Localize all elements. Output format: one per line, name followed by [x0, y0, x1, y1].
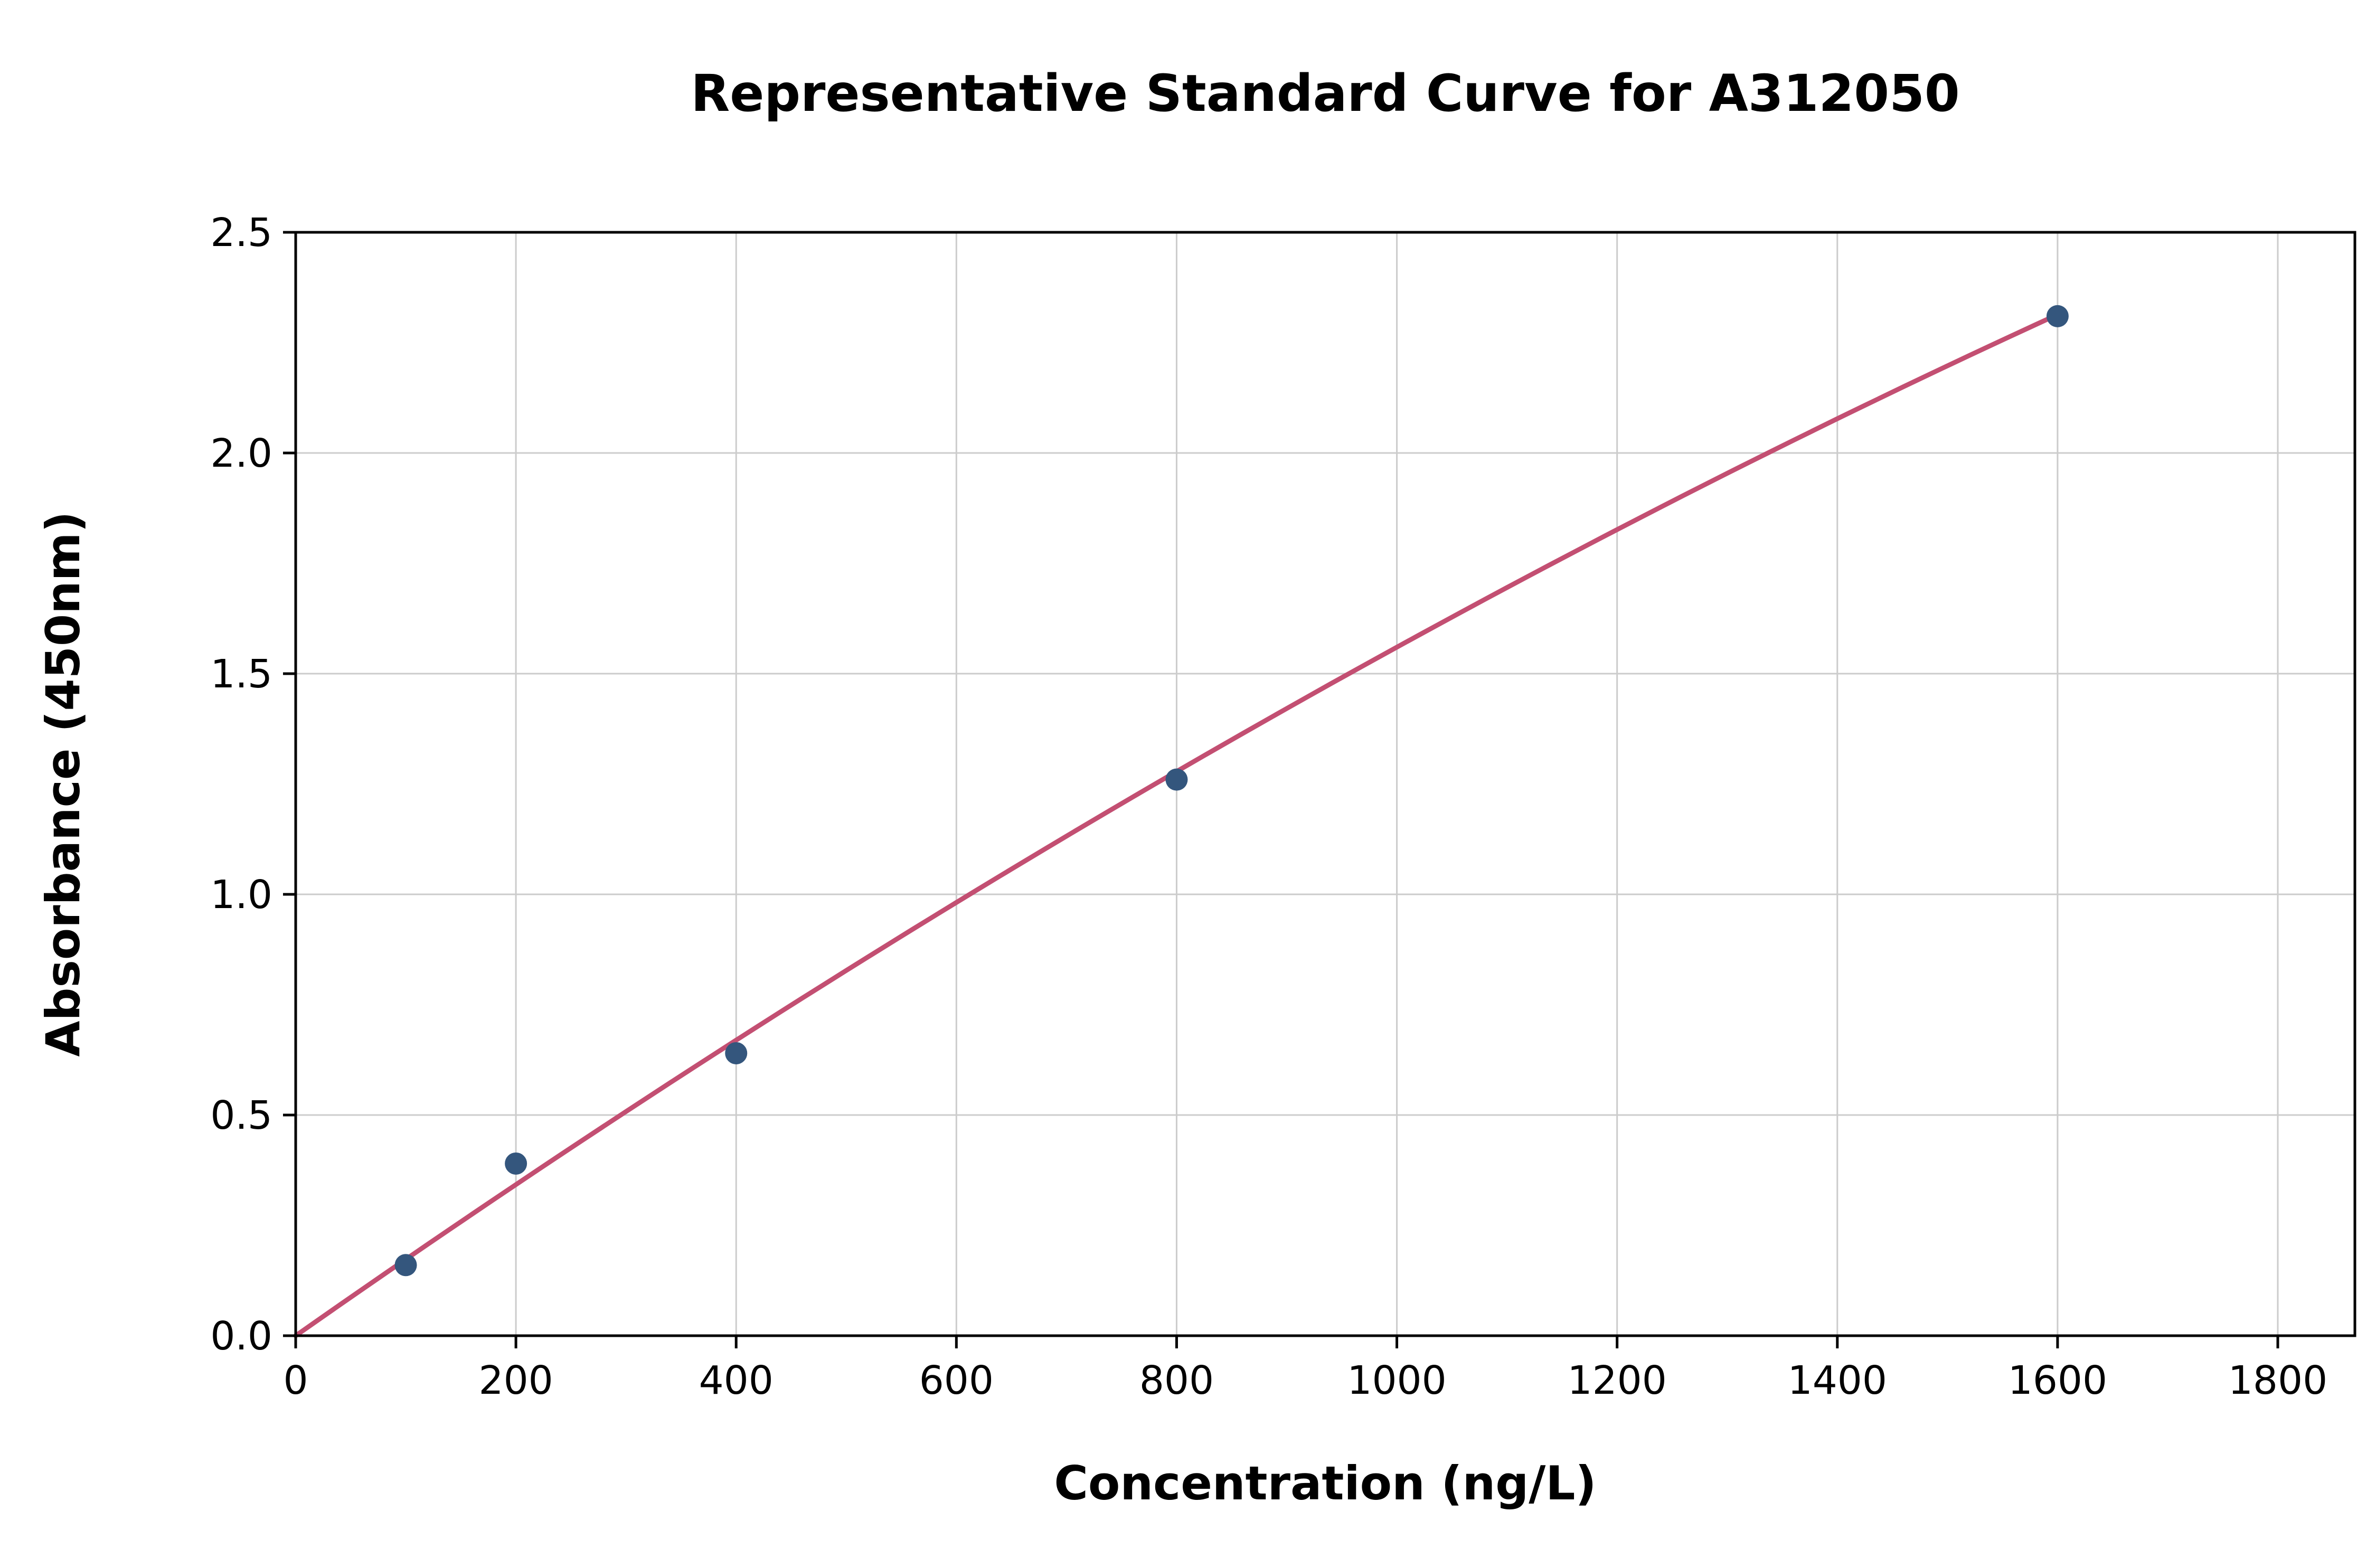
- x-tick-label: 1000: [1347, 1358, 1446, 1403]
- chart-title: Representative Standard Curve for A31205…: [691, 64, 1959, 123]
- y-tick-label: 1.0: [210, 872, 272, 918]
- x-tick-label: 200: [478, 1358, 553, 1403]
- plot-frame: [294, 231, 2356, 1337]
- data-point: [1165, 768, 1188, 791]
- data-point: [2046, 305, 2069, 327]
- y-tick-label: 1.5: [210, 651, 272, 697]
- x-tick-label: 0: [283, 1358, 308, 1403]
- x-tick-label: 1200: [1568, 1358, 1667, 1403]
- x-tick-label: 1800: [2228, 1358, 2327, 1403]
- y-tick-label: 2.0: [210, 431, 272, 476]
- x-tick-label: 1400: [1788, 1358, 1887, 1403]
- x-tick-label: 800: [1139, 1358, 1214, 1403]
- y-axis-label: Absorbance (450nm): [36, 511, 90, 1056]
- x-tick-label: 600: [919, 1358, 994, 1403]
- x-tick-label: 400: [699, 1358, 774, 1403]
- data-point: [505, 1152, 527, 1175]
- y-tick-label: 0.5: [210, 1093, 272, 1138]
- y-tick-label: 2.5: [210, 210, 272, 256]
- data-point: [725, 1042, 748, 1064]
- x-axis-label: Concentration (ng/L): [1054, 1456, 1596, 1510]
- y-tick-label: 0.0: [210, 1314, 272, 1359]
- x-tick-label: 1600: [2008, 1358, 2107, 1403]
- data-point: [394, 1254, 417, 1277]
